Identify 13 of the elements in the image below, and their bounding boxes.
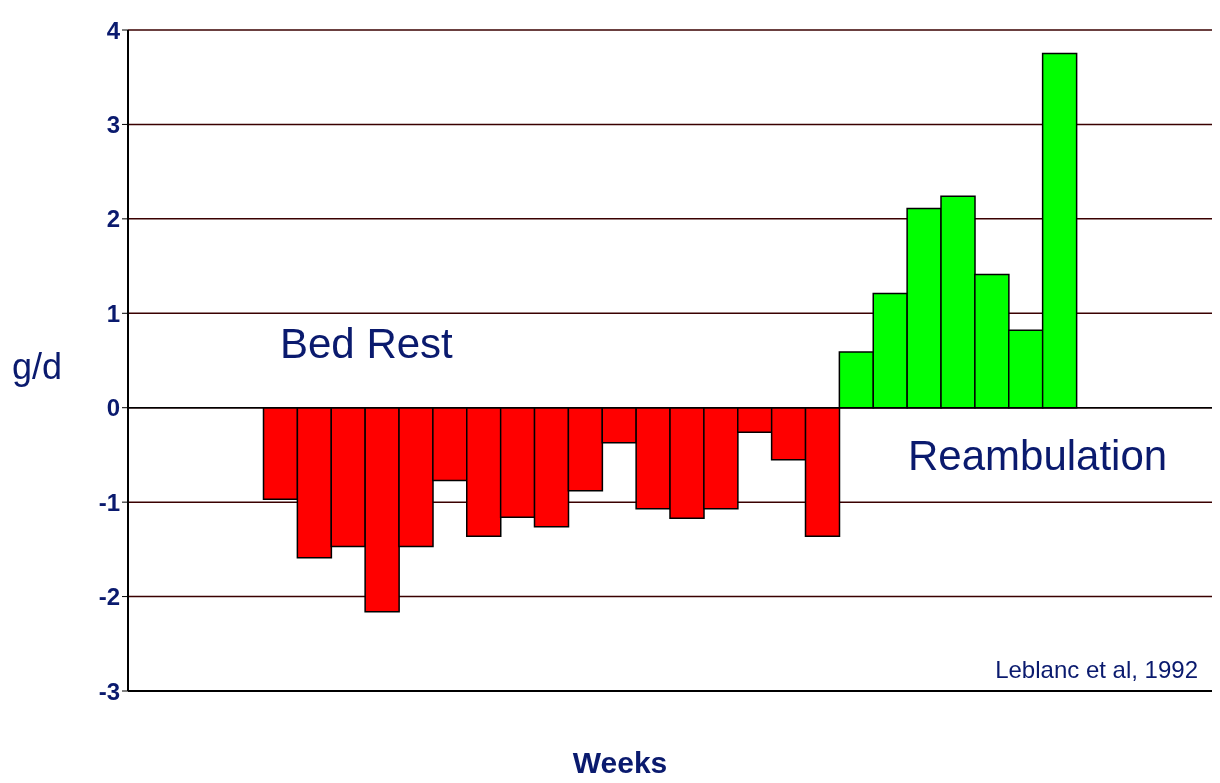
y-tick-label: -3 [98, 677, 120, 705]
y-tick-label: 4 [106, 16, 121, 44]
x-axis-title: Weeks [571, 746, 669, 780]
y-tick-label: 2 [106, 205, 120, 233]
y-tick-label: 3 [106, 110, 120, 138]
y-tick-label: -2 [98, 583, 120, 611]
y-axis-title: g/d [12, 346, 63, 388]
y-tick-label: 0 [106, 394, 120, 422]
annotation: Reambulation [908, 432, 1168, 480]
annotation: Bed Rest [280, 320, 453, 368]
annotation: Leblanc et al, 1992 [995, 656, 1198, 684]
y-tick-label: 1 [106, 299, 120, 327]
y-tick-label: -1 [98, 488, 120, 516]
